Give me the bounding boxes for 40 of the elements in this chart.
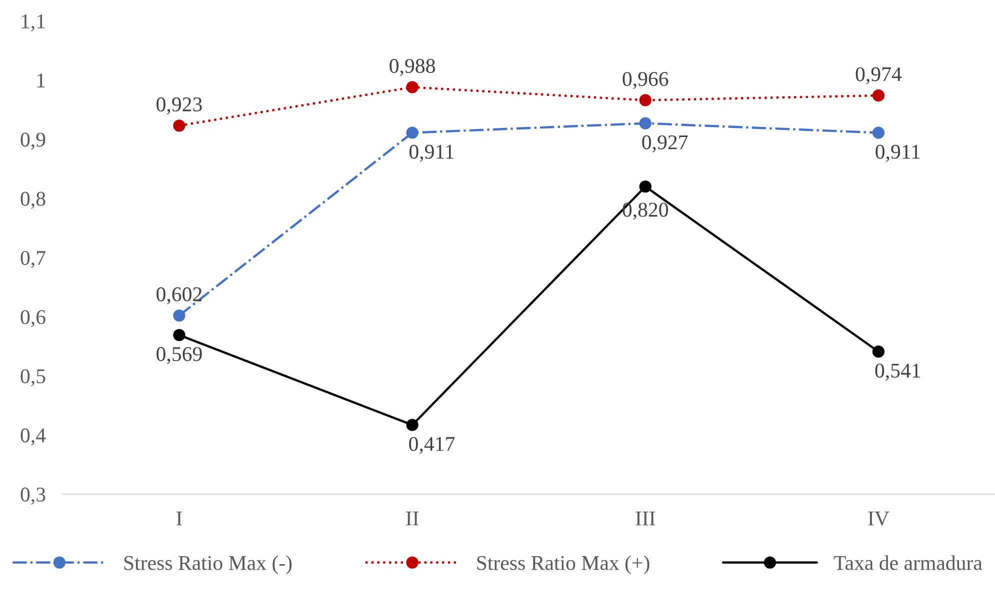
data-label: 0,569	[156, 347, 202, 364]
y-tick-label: 0,8	[20, 192, 46, 209]
point	[173, 309, 186, 322]
point	[406, 81, 418, 94]
legend-label: Stress Ratio Max (-)	[124, 555, 292, 574]
x-tick-label: III	[636, 512, 656, 526]
y-tick-label: 1	[37, 74, 45, 88]
x-tick-label: II	[406, 512, 419, 526]
data-label: 0,911	[876, 144, 920, 162]
y-tick-label: 0,7	[20, 250, 46, 268]
point	[639, 180, 652, 193]
y-tick-label: 0,5	[20, 369, 46, 386]
point	[406, 418, 418, 432]
data-label: 0,927	[642, 135, 688, 152]
data-label: 0,966	[622, 72, 668, 89]
point	[872, 126, 885, 139]
y-tick-label: 0,3	[20, 488, 46, 505]
point	[639, 117, 652, 130]
legend-label: Taxa de armadura	[834, 555, 982, 570]
x-tick-label: IV	[868, 512, 890, 526]
data-label: 0,602	[156, 287, 202, 304]
data-label: 0,820	[622, 202, 668, 220]
data-label: 0,988	[390, 58, 435, 76]
data-label: 0,974	[856, 67, 902, 84]
point	[406, 126, 418, 139]
point	[173, 120, 186, 132]
y-tick-label: 1,1	[22, 14, 45, 32]
data-label: 0,417	[409, 436, 455, 454]
point	[173, 328, 186, 342]
data-label: 0,911	[409, 144, 454, 162]
legend-label: Stress Ratio Max (+)	[477, 555, 650, 574]
point	[872, 346, 885, 358]
data-label: 0,923	[156, 97, 202, 114]
y-tick-label: 0,4	[20, 428, 46, 446]
point	[872, 89, 885, 102]
y-tick-label: 0,6	[20, 310, 46, 328]
x-tick-label: I	[176, 512, 182, 526]
y-tick-label: 0,9	[20, 132, 46, 150]
point	[639, 94, 652, 106]
data-label: 0,541	[875, 364, 920, 381]
